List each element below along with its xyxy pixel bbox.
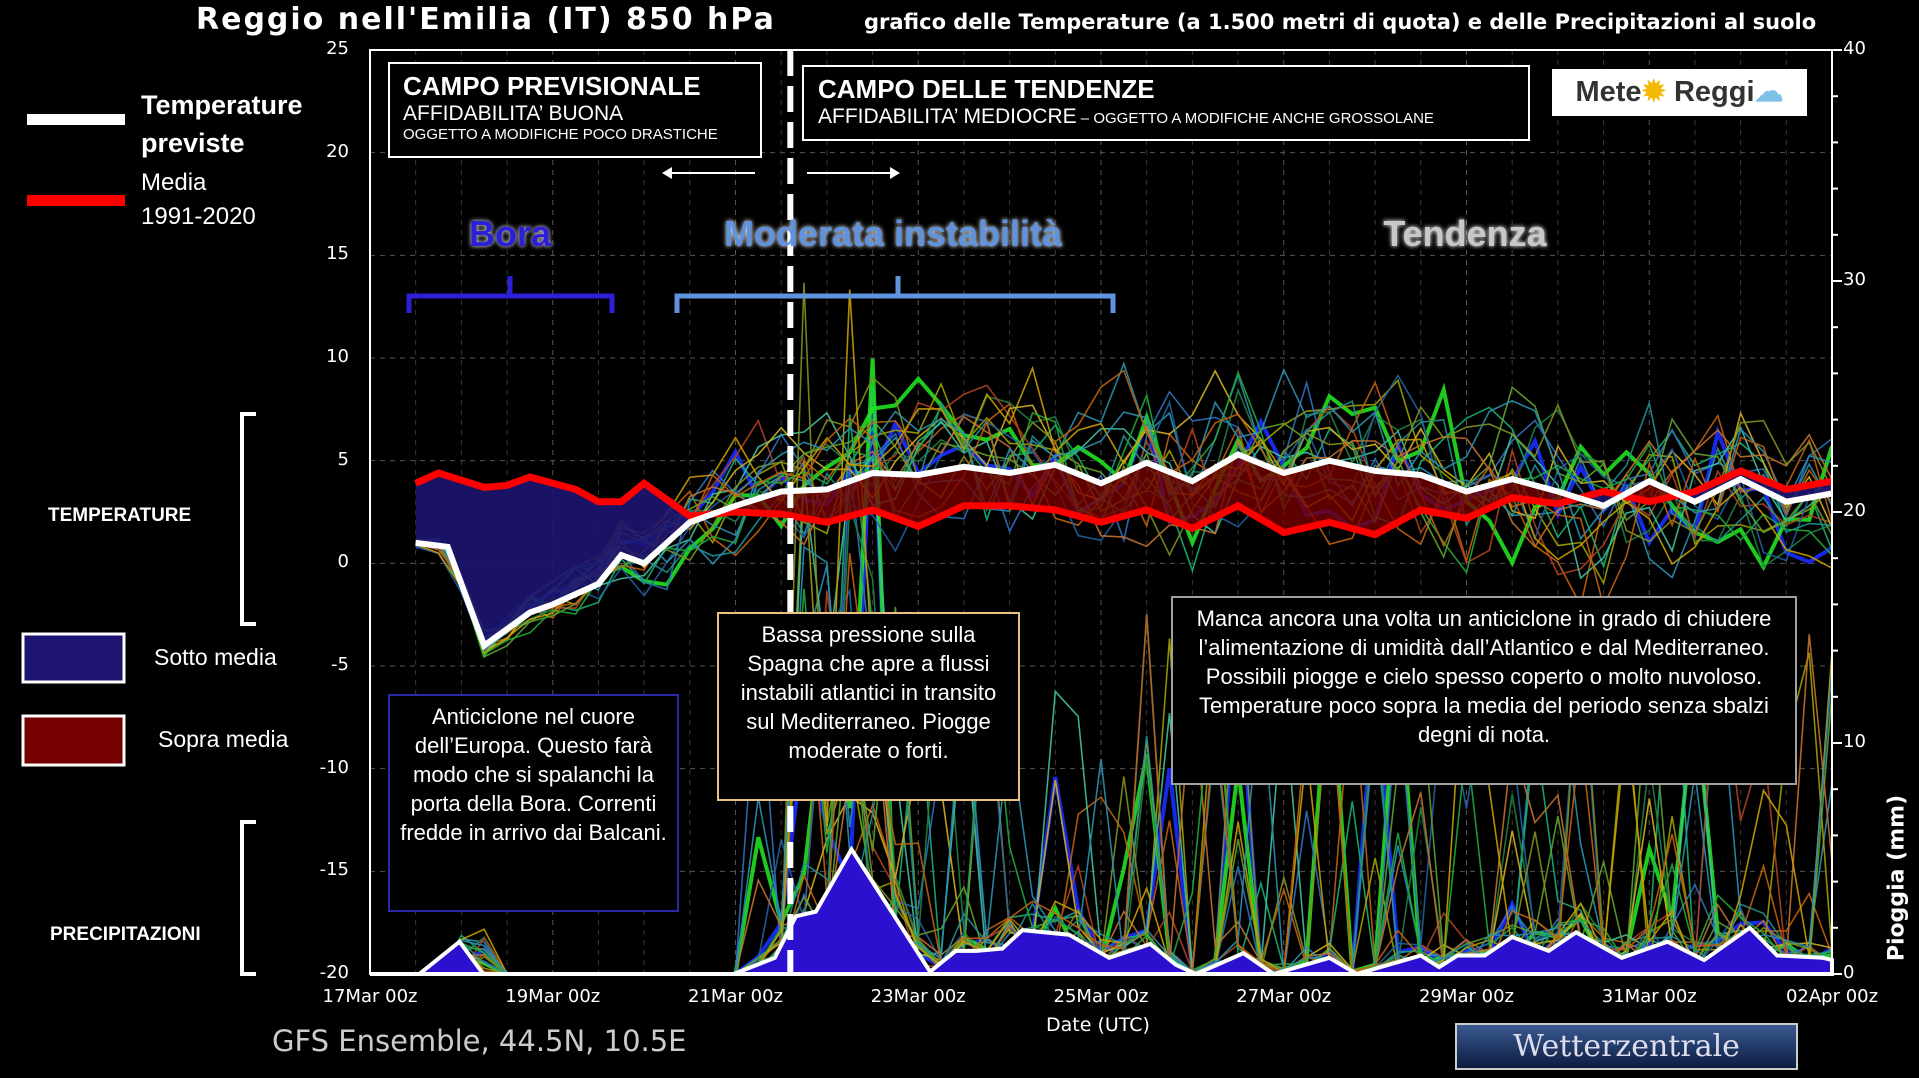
x-tick-label: 19Mar 00z xyxy=(505,986,601,1007)
left-arrow-icon xyxy=(662,167,755,179)
right-y-tick-label: 20 xyxy=(1843,500,1866,521)
temperature-bracket xyxy=(240,412,256,626)
ensemble-temperature-line xyxy=(415,411,1832,640)
x-tick-label: 27Mar 00z xyxy=(1236,986,1332,1007)
y-tick-label: 0 xyxy=(337,551,349,573)
right-axis-ticks xyxy=(1832,49,1842,975)
right-y-tick-label: 10 xyxy=(1843,731,1866,752)
trend-field-reliability: AFFIDABILITA’ MEDIOCRE xyxy=(818,105,1077,128)
outlook-note: Manca ancora una volta un anticiclone in… xyxy=(1171,596,1797,785)
y-tick-label: -20 xyxy=(319,962,349,983)
x-tick-label: 23Mar 00z xyxy=(870,986,966,1007)
trend-label: Tendenza xyxy=(1383,213,1547,254)
right-y-tick-label: 30 xyxy=(1843,269,1866,290)
forecast-field-box: CAMPO PREVISIONALE AFFIDABILITA’ BUONA O… xyxy=(388,62,762,158)
instability-brace xyxy=(674,276,1116,313)
below-mean-swatch xyxy=(21,632,126,684)
y-tick-label: 10 xyxy=(326,346,349,367)
instability-label: Moderata instabilità xyxy=(723,213,1063,254)
ensemble-rain-line xyxy=(415,282,1832,974)
right-axis-title: Pioggia (mm) xyxy=(1884,794,1910,962)
mean-legend: Media 1991-2020 xyxy=(141,166,256,234)
meteo-reggio-logo: Mete✹ Reggi☁ xyxy=(1552,69,1807,116)
trend-field-title: CAMPO DELLE TENDENZE xyxy=(818,74,1155,104)
bora-label: Bora xyxy=(468,213,552,254)
anticyclone-note: Anticiclone nel cuore dell’Europa. Quest… xyxy=(388,694,679,912)
x-tick-label: 02Apr 00z xyxy=(1785,986,1879,1007)
sun-icon: ✹ xyxy=(1641,76,1666,108)
low-pressure-note: Bassa pressione sulla Spagna che apre a … xyxy=(717,612,1020,801)
x-tick-label: 31Mar 00z xyxy=(1601,986,1697,1007)
x-tick-label: 21Mar 00z xyxy=(688,986,783,1007)
mean-legend-swatch xyxy=(27,195,125,206)
forecast-field-title: CAMPO PREVISIONALE xyxy=(403,71,701,101)
logo-text-2: Reggi xyxy=(1673,76,1755,108)
trend-field-note: – OGGETTO A MODIFICHE ANCHE GROSSOLANE xyxy=(1076,110,1434,127)
ensemble-rain-line xyxy=(415,552,1832,974)
logo-text-1: Mete xyxy=(1575,76,1642,108)
x-tick-label: 25Mar 00z xyxy=(1053,986,1149,1007)
mean-temperature-line xyxy=(414,467,1833,539)
right-y-tick-label: 0 xyxy=(1843,962,1855,983)
forecast-field-note: OGGETTO A MODIFICHE POCO DRASTICHE xyxy=(403,126,718,143)
below-mean-label: Sotto media xyxy=(154,644,277,670)
model-label: GFS Ensemble, 44.5N, 10.5E xyxy=(272,1024,687,1058)
x-axis-title: Date (UTC) xyxy=(1046,1014,1150,1036)
y-tick-label: -5 xyxy=(331,654,349,675)
forecast-legend-label-2: previste xyxy=(141,128,245,158)
y-tick-label: -10 xyxy=(319,756,349,778)
above-mean-swatch xyxy=(21,714,126,767)
x-tick-label: 17Mar 00z xyxy=(322,986,418,1007)
y-tick-label: 5 xyxy=(337,448,349,470)
mean-legend-label-2: 1991-2020 xyxy=(141,203,256,230)
trend-field-box: CAMPO DELLE TENDENZE AFFIDABILITA’ MEDIO… xyxy=(802,65,1530,141)
ensemble-rain-line xyxy=(415,621,1832,974)
precip-section-label: PRECIPITAZIONI xyxy=(50,924,201,945)
rain-area xyxy=(370,845,1834,977)
y-tick-label: -15 xyxy=(319,859,349,881)
cloud-icon: ☁ xyxy=(1754,76,1784,108)
forecast-legend: Temperature previste xyxy=(141,86,303,162)
forecast-legend-label-1: Temperature xyxy=(141,90,303,120)
y-tick-label: 20 xyxy=(326,140,349,162)
chart-subtitle: grafico delle Temperature (a 1.500 metri… xyxy=(864,10,1817,34)
above-mean-label: Sopra media xyxy=(158,726,289,752)
y-tick-label: 25 xyxy=(326,38,349,59)
forecast-legend-swatch xyxy=(27,114,125,125)
chart-title: Reggio nell'Emilia (IT) 850 hPa xyxy=(196,2,776,37)
mean-legend-label-1: Media xyxy=(141,169,207,196)
forecast-temperature-line xyxy=(415,451,1833,651)
y-tick-label: 15 xyxy=(326,243,349,265)
temperature-section-label: TEMPERATURE xyxy=(48,505,192,526)
bora-brace xyxy=(406,276,615,313)
right-arrow-icon xyxy=(807,167,900,179)
forecast-field-reliability: AFFIDABILITA’ BUONA xyxy=(403,102,624,125)
right-y-tick-label: 40 xyxy=(1843,38,1866,59)
precip-bracket xyxy=(240,820,256,976)
x-tick-label: 29Mar 00z xyxy=(1419,986,1514,1007)
wetterzentrale-logo: Wetterzentrale xyxy=(1455,1023,1798,1070)
